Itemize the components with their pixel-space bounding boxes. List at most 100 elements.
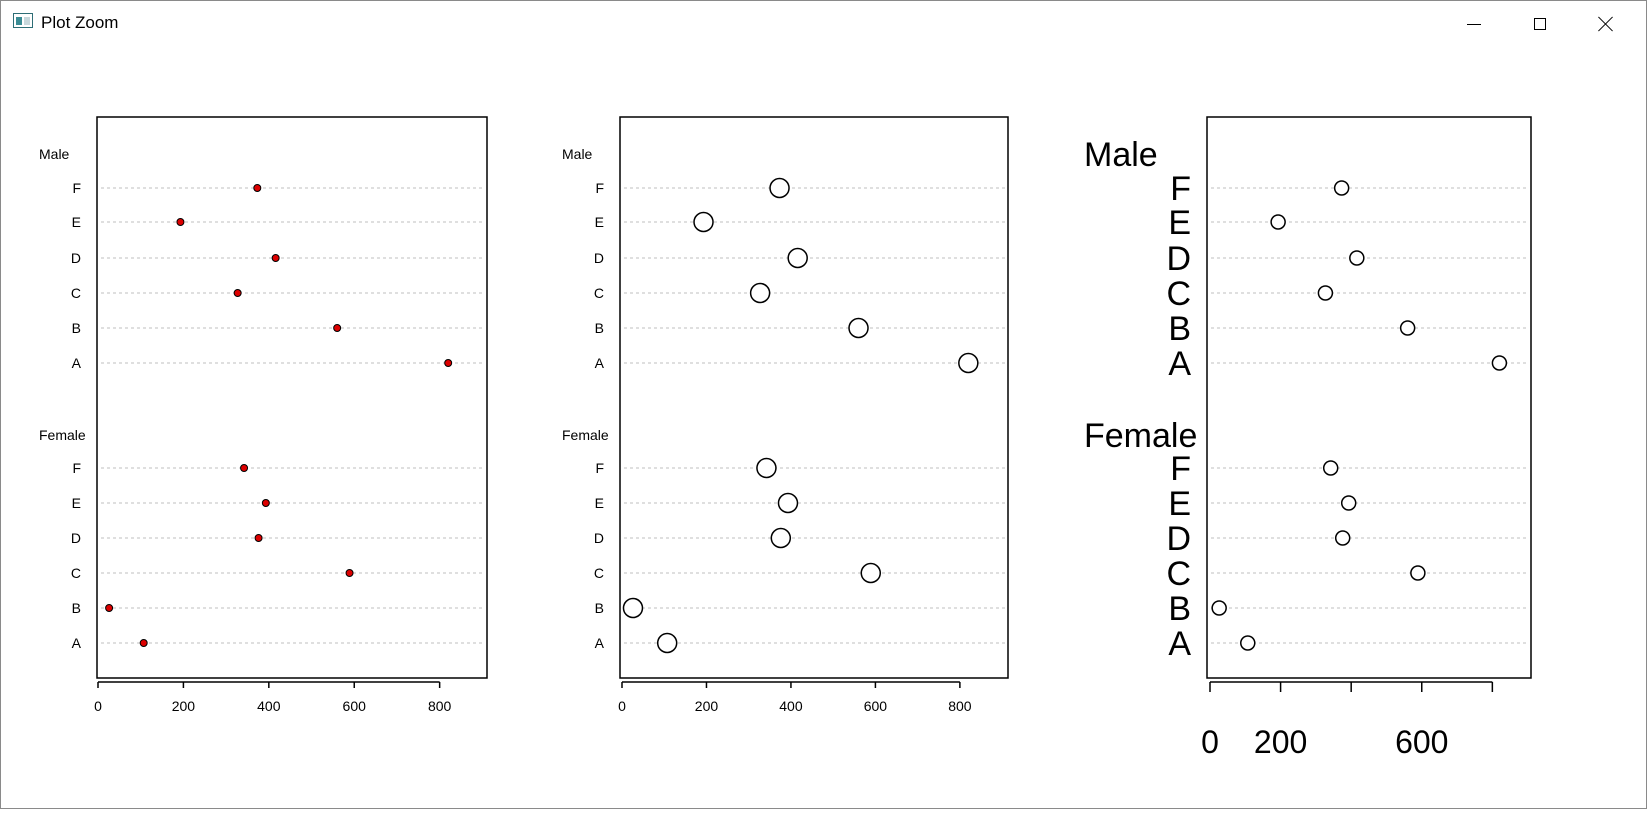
data-point xyxy=(777,492,799,514)
category-label: E xyxy=(595,495,604,511)
data-point xyxy=(770,527,792,549)
title-bar[interactable]: Plot Zoom xyxy=(1,1,1646,47)
data-point xyxy=(345,569,354,577)
data-point xyxy=(105,604,114,612)
category-label: D xyxy=(1166,240,1191,278)
x-tick-label: 200 xyxy=(695,698,719,714)
plot-box xyxy=(619,116,1009,679)
data-point xyxy=(622,597,644,619)
data-point xyxy=(253,184,262,192)
data-point xyxy=(261,499,270,507)
category-label: A xyxy=(1168,625,1191,663)
x-tick-label: 800 xyxy=(428,698,452,714)
data-point xyxy=(271,254,280,262)
close-icon xyxy=(1598,16,1614,32)
category-label: C xyxy=(594,565,604,581)
plot-box xyxy=(96,116,488,679)
data-point xyxy=(1340,495,1357,511)
category-label: A xyxy=(595,635,605,651)
category-label: F xyxy=(72,460,81,476)
category-label: E xyxy=(1168,485,1191,523)
data-point xyxy=(233,289,242,297)
x-tick-label: 600 xyxy=(1395,724,1448,760)
data-point xyxy=(1491,355,1508,371)
data-point xyxy=(860,562,882,584)
category-label: A xyxy=(1168,345,1191,383)
minimize-button[interactable] xyxy=(1441,1,1507,47)
category-label: B xyxy=(595,600,604,616)
window-title: Plot Zoom xyxy=(41,13,119,32)
data-point xyxy=(1349,250,1365,266)
data-point xyxy=(176,218,185,226)
plot-box xyxy=(1206,116,1532,679)
x-tick-label: 400 xyxy=(779,698,803,714)
x-tick-label: 600 xyxy=(343,698,367,714)
category-label: D xyxy=(594,250,604,266)
minimize-icon xyxy=(1467,23,1481,25)
data-point xyxy=(848,317,869,339)
group-label: Male xyxy=(1084,136,1158,174)
data-point xyxy=(240,464,249,472)
category-label: D xyxy=(594,530,604,546)
category-label: E xyxy=(595,214,604,230)
category-label: C xyxy=(1166,555,1191,593)
group-label: Female xyxy=(1084,417,1197,455)
group-label: Male xyxy=(562,146,593,162)
data-point xyxy=(958,352,979,374)
category-label: A xyxy=(72,355,82,371)
x-tick-label: 0 xyxy=(618,698,626,714)
data-point xyxy=(693,211,714,233)
maximize-button[interactable] xyxy=(1507,1,1573,47)
data-point xyxy=(787,247,808,269)
category-label: B xyxy=(1168,310,1191,348)
data-point xyxy=(1211,600,1227,616)
category-label: F xyxy=(72,180,81,196)
app-window-icon xyxy=(13,13,33,28)
data-point xyxy=(1399,320,1416,336)
category-label: F xyxy=(1170,170,1191,208)
category-label: D xyxy=(71,530,81,546)
data-point xyxy=(139,639,148,647)
x-tick-label: 800 xyxy=(948,698,972,714)
data-point xyxy=(1240,635,1256,651)
category-label: C xyxy=(71,565,81,581)
category-label: D xyxy=(1166,520,1191,558)
category-label: E xyxy=(1168,204,1191,242)
category-label: F xyxy=(595,460,604,476)
x-tick-label: 200 xyxy=(172,698,196,714)
x-tick-label: 400 xyxy=(257,698,281,714)
x-tick-label: 600 xyxy=(864,698,888,714)
category-label: E xyxy=(72,495,81,511)
x-tick-label: 0 xyxy=(94,698,102,714)
group-label: Male xyxy=(39,146,70,162)
data-point xyxy=(656,632,678,654)
x-tick-label: 200 xyxy=(1254,724,1307,760)
category-label: C xyxy=(594,285,604,301)
maximize-icon xyxy=(1534,18,1546,30)
category-label: A xyxy=(72,635,82,651)
data-point xyxy=(769,177,790,199)
plot-area: Male F E D C B A Female F E D C B A 0 200 400 600 800 Male F… xyxy=(1,47,1646,808)
category-label: E xyxy=(72,214,81,230)
data-point xyxy=(254,534,263,542)
category-label: B xyxy=(1168,590,1191,628)
data-point xyxy=(1270,214,1286,230)
category-label: B xyxy=(595,320,604,336)
data-point xyxy=(1333,180,1350,196)
category-label: D xyxy=(71,250,81,266)
data-point xyxy=(1322,460,1339,476)
category-label: B xyxy=(72,320,81,336)
category-label: C xyxy=(71,285,81,301)
category-label: F xyxy=(595,180,604,196)
data-point xyxy=(1334,530,1351,546)
category-label: B xyxy=(72,600,81,616)
data-point xyxy=(1317,285,1334,301)
data-point xyxy=(444,359,453,367)
category-label: A xyxy=(595,355,605,371)
group-label: Female xyxy=(562,427,609,443)
data-point xyxy=(756,457,777,479)
data-point xyxy=(1410,565,1426,581)
close-button[interactable] xyxy=(1573,1,1639,47)
